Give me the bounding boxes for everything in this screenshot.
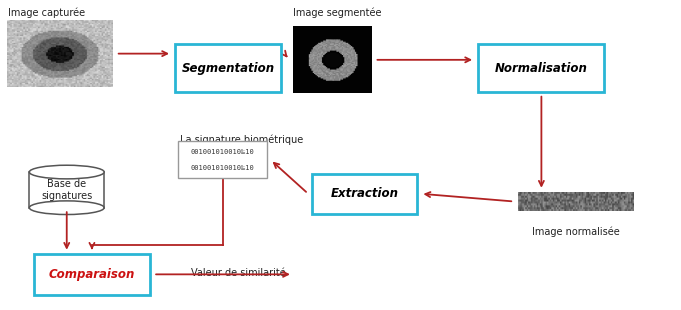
Text: Image capturée: Image capturée <box>8 8 85 18</box>
FancyBboxPatch shape <box>478 44 604 92</box>
Text: 001001010010‱10: 001001010010‱10 <box>191 149 255 155</box>
Text: Valeur de similarité: Valeur de similarité <box>191 268 285 278</box>
Text: Segmentation: Segmentation <box>182 62 274 75</box>
Text: Image normalisée: Image normalisée <box>532 226 619 237</box>
Text: La signature biométrique: La signature biométrique <box>180 135 304 145</box>
Text: Base de
signatures: Base de signatures <box>41 179 93 201</box>
Text: 001001010010‱10: 001001010010‱10 <box>191 165 255 171</box>
FancyBboxPatch shape <box>311 174 417 214</box>
Text: Image segmentée: Image segmentée <box>293 8 381 18</box>
FancyBboxPatch shape <box>176 44 281 92</box>
FancyBboxPatch shape <box>34 254 150 294</box>
Ellipse shape <box>29 165 104 179</box>
Text: Normalisation: Normalisation <box>495 62 588 75</box>
FancyBboxPatch shape <box>178 141 267 178</box>
Text: Comparaison: Comparaison <box>49 268 135 281</box>
Text: Extraction: Extraction <box>330 187 398 200</box>
